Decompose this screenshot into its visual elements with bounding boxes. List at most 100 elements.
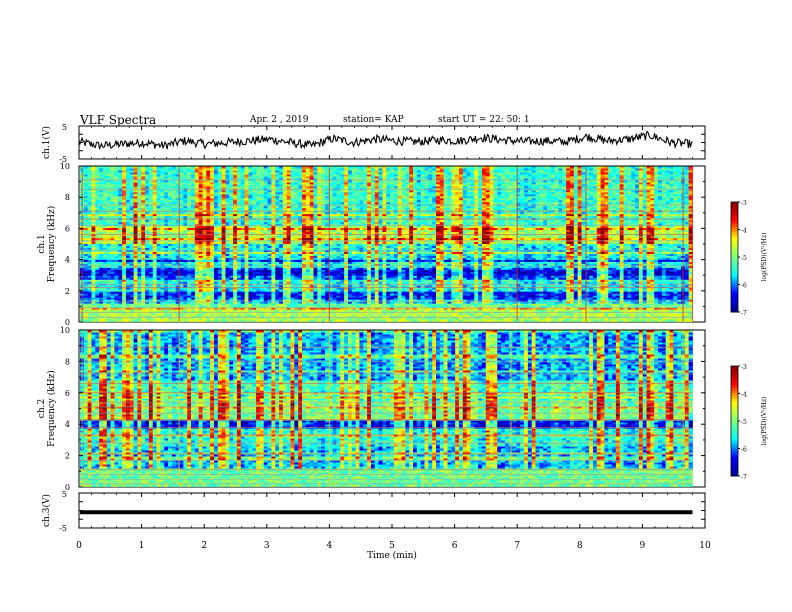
x-tick-label: 5 [389, 541, 395, 551]
colorbar-swatch [731, 407, 738, 411]
colorbar-swatch [731, 254, 738, 258]
colorbar-swatch [731, 390, 738, 394]
colorbar-swatch [731, 257, 738, 261]
colorbar-swatch [731, 243, 738, 247]
colorbar-swatch [731, 298, 738, 302]
colorbar-swatch [731, 374, 738, 378]
y-axis-label: ch.1 [37, 234, 47, 253]
colorbar-tick-label: -7 [741, 474, 747, 481]
colorbar-swatch [731, 448, 738, 452]
colorbar-swatch [731, 290, 738, 294]
y-tick-label: 10 [60, 162, 70, 171]
x-tick-label: 8 [577, 541, 583, 551]
colorbar-swatch [731, 459, 738, 463]
colorbar-swatch [731, 393, 738, 397]
colorbar-swatch [731, 388, 738, 392]
colorbar-swatch [731, 445, 738, 449]
y-tick-label: -5 [59, 155, 67, 164]
colorbar-tick-label: -4 [741, 228, 747, 235]
colorbar-swatch [731, 423, 738, 427]
colorbar-swatch [731, 301, 738, 305]
y-tick-label: 4 [65, 420, 70, 429]
colorbar-swatch [731, 309, 738, 313]
y-tick-label: 5 [62, 123, 67, 132]
colorbar-swatch [731, 251, 738, 255]
colorbar-swatch [731, 437, 738, 441]
station-label: station= KAP [343, 115, 404, 125]
colorbar-swatch [731, 399, 738, 403]
y-tick-label: 2 [65, 452, 70, 461]
colorbar-swatch [731, 240, 738, 244]
colorbar-swatch [731, 451, 738, 455]
colorbar-swatch [731, 210, 738, 214]
y-axis-label: ch.1(V) [41, 126, 52, 159]
colorbar-swatch [731, 366, 738, 370]
y-axis-label: Frequency (kHz) [46, 206, 57, 283]
start-time-label: start UT = 22: 50: 1 [438, 115, 530, 125]
colorbar-swatch [731, 396, 738, 400]
colorbar-tick-label: -3 [741, 364, 747, 371]
colorbar-swatch [731, 401, 738, 405]
colorbar-tick-label: -6 [741, 447, 747, 454]
colorbar-swatch [731, 418, 738, 422]
colorbar-swatch [731, 215, 738, 219]
x-tick-label: 0 [76, 541, 82, 551]
colorbar-swatch [731, 221, 738, 225]
colorbar-swatch [731, 465, 738, 469]
colorbar-swatch [731, 467, 738, 471]
x-axis-label: Time (min) [367, 550, 417, 561]
colorbar-swatch [731, 371, 738, 375]
colorbar-swatch [731, 382, 738, 386]
colorbar-swatch [731, 368, 738, 372]
colorbar-swatch [731, 259, 738, 263]
x-tick-label: 3 [264, 541, 270, 551]
date-label: Apr. 2 , 2019 [250, 115, 309, 125]
colorbar-swatch [731, 284, 738, 288]
colorbar-swatch [731, 377, 738, 381]
y-tick-label: 0 [65, 318, 70, 327]
colorbar-swatch [731, 226, 738, 230]
y-tick-label: 10 [60, 326, 70, 335]
y-axis-label: Frequency (kHz) [46, 370, 57, 447]
x-tick-label: 10 [699, 541, 711, 551]
colorbar-swatch [731, 385, 738, 389]
colorbar-swatch [731, 265, 738, 269]
colorbar-swatch [731, 426, 738, 430]
y-axis-label: ch.3(V) [41, 494, 52, 527]
colorbar-label: log(PSD)(V²/Hz) [761, 233, 768, 282]
colorbar-swatch [731, 262, 738, 266]
colorbar-swatch [731, 213, 738, 217]
colorbar-swatch [731, 229, 738, 233]
colorbar-swatch [731, 473, 738, 477]
y-tick-label: 6 [65, 224, 70, 233]
colorbar-swatch [731, 410, 738, 414]
chart-title: VLF Spectra [80, 113, 156, 127]
colorbar-tick-label: -3 [741, 200, 747, 207]
colorbar-swatch [731, 235, 738, 239]
colorbar-swatch [731, 429, 738, 433]
x-tick-label: 7 [514, 541, 520, 551]
colorbar-swatch [731, 276, 738, 280]
colorbar-tick-label: -7 [741, 310, 747, 317]
colorbar-tick-label: -4 [741, 392, 747, 399]
colorbar-swatch [731, 470, 738, 474]
colorbar-swatch [731, 270, 738, 274]
x-tick-label: 2 [201, 541, 207, 551]
colorbar-swatch [731, 268, 738, 272]
spectrogram-1 [80, 166, 694, 322]
colorbar-swatch [731, 246, 738, 250]
colorbar-swatch [731, 440, 738, 444]
colorbar-swatch [731, 202, 738, 206]
spectrogram-2 [80, 330, 693, 487]
y-tick-label: 2 [65, 287, 70, 296]
colorbar-swatch [731, 287, 738, 291]
colorbar-swatch [731, 432, 738, 436]
colorbar-swatch [731, 456, 738, 460]
colorbar-swatch [731, 237, 738, 241]
x-tick-label: 6 [452, 541, 458, 551]
y-tick-label: 6 [65, 389, 70, 398]
panel-frame-1 [78, 125, 706, 160]
colorbar-tick-label: -6 [741, 283, 747, 290]
y-tick-label: 0 [65, 483, 70, 492]
colorbar-swatch [731, 232, 738, 236]
